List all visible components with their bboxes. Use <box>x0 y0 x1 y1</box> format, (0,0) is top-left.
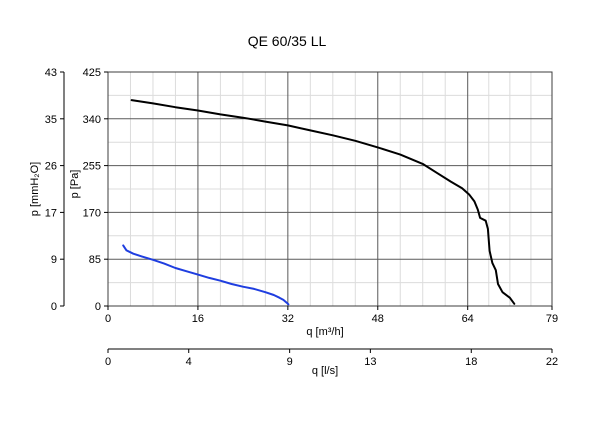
series-line-2 <box>122 244 290 306</box>
y-tick-label: 0 <box>95 301 101 313</box>
outer-y-axis-label: p [mmH₂O] <box>29 162 41 216</box>
secondary-x-tick-label: 9 <box>287 356 293 368</box>
x-tick-label: 0 <box>105 313 111 325</box>
chart-title: QE 60/35 LL <box>248 33 327 49</box>
secondary-x-tick-label: 22 <box>546 356 558 368</box>
axis-labels: q [m³/h] q [l/s] p [mmH₂O] p [Pa] <box>29 162 344 377</box>
x-tick-label: 64 <box>462 313 474 325</box>
x-tick-label: 79 <box>546 313 558 325</box>
outer-y-tick-label: 43 <box>45 67 57 79</box>
secondary-x-tick-label: 18 <box>465 356 477 368</box>
y-axis-label: p [Pa] <box>69 170 81 199</box>
x-tick-label: 16 <box>192 313 204 325</box>
x-tick-label: 48 <box>372 313 384 325</box>
grid <box>107 71 553 307</box>
secondary-x-tick-label: 4 <box>186 356 192 368</box>
outer-y-tick-label: 9 <box>51 254 57 266</box>
outer-y-tick-label: 0 <box>51 301 57 313</box>
plot-frame <box>107 71 553 307</box>
secondary-x-tick-label: 0 <box>105 356 111 368</box>
x-tick-label: 32 <box>282 313 294 325</box>
y-tick-label: 255 <box>83 161 101 173</box>
series-layer <box>122 99 516 306</box>
secondary-x-axis-label: q [l/s] <box>312 365 338 377</box>
y-tick-label: 425 <box>83 67 101 79</box>
outer-y-tick-label: 17 <box>45 207 57 219</box>
outer-y-tick-label: 26 <box>45 161 57 173</box>
y-tick-label: 340 <box>83 114 101 126</box>
series-line-1 <box>130 99 516 305</box>
y-tick-label: 170 <box>83 207 101 219</box>
axes: 0 9 17 26 35 43 0 85 170 255 340 425 0 16 32 48 64 79 0 4 9 1… <box>45 67 558 368</box>
outer-y-tick-label: 35 <box>45 114 57 126</box>
y-tick-label: 85 <box>89 254 101 266</box>
x-axis-label: q [m³/h] <box>306 326 343 338</box>
secondary-x-tick-label: 13 <box>364 356 376 368</box>
